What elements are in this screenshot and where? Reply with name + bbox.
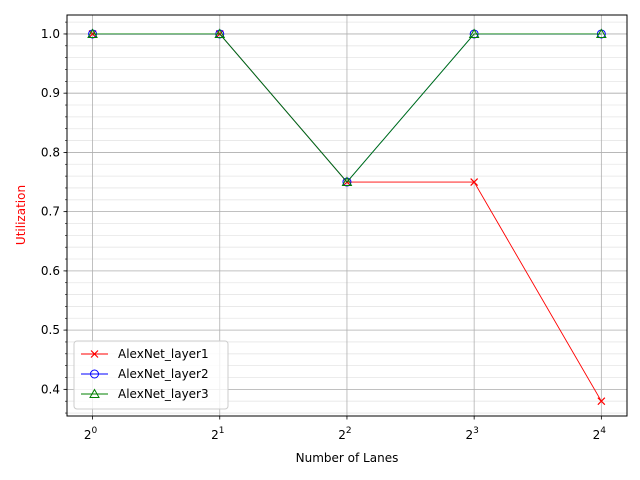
x-axis-label: Number of Lanes <box>296 451 399 465</box>
data-point-marker <box>597 397 606 406</box>
legend: AlexNet_layer1 AlexNet_layer2 AlexNet_laye… <box>73 340 229 410</box>
y-tick-label: 0.5 <box>41 323 60 337</box>
series-group <box>87 28 607 406</box>
y-tick-label: 0.8 <box>41 145 60 159</box>
y-tick-label: 0.7 <box>41 205 60 219</box>
legend-label: AlexNet_layer1 <box>118 347 209 361</box>
x-tick-label: 22 <box>338 426 351 442</box>
y-tick-label: 0.6 <box>41 264 60 278</box>
y-tick-label: 1.0 <box>41 27 60 41</box>
legend-marker <box>90 350 99 358</box>
x-tick-label: 24 <box>593 426 607 442</box>
legend-label: AlexNet_layer3 <box>118 387 209 401</box>
data-point-marker <box>470 178 479 186</box>
data-point-marker <box>595 28 607 38</box>
data-point-marker <box>468 28 480 38</box>
legend-marker <box>89 388 100 398</box>
x-tick-label: 23 <box>465 426 478 442</box>
legend-label: AlexNet_layer2 <box>118 367 209 381</box>
data-point-marker <box>88 30 97 38</box>
legend-box <box>73 340 229 410</box>
axis-ticks: 0.4 0.5 0.6 0.7 0.8 0.9 1.0 20 21 22 23 24 <box>41 21 607 442</box>
y-tick-label: 0.4 <box>41 382 60 396</box>
x-tick-label: 21 <box>211 426 224 442</box>
y-tick-label: 0.9 <box>41 86 60 100</box>
data-point-marker <box>341 176 353 187</box>
data-point-marker <box>87 28 98 38</box>
y-axis-label: Utilization <box>14 185 28 245</box>
data-point-marker <box>214 28 226 38</box>
series-line <box>92 33 602 183</box>
series-AlexNet_layer3 <box>87 28 607 187</box>
legend-marker <box>90 369 99 379</box>
x-tick-label: 20 <box>84 426 98 442</box>
